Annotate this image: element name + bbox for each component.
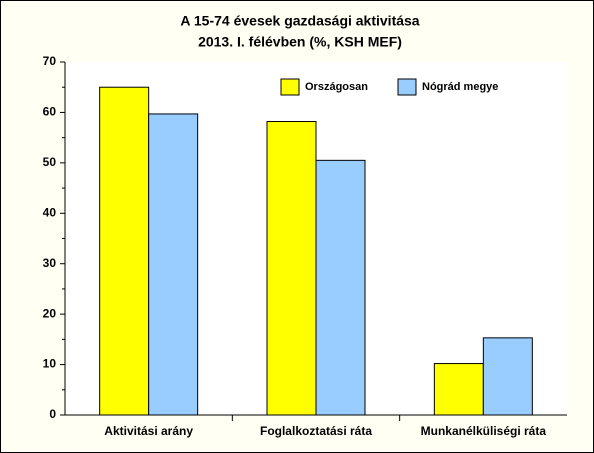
chart-title: A 15-74 évesek gazdasági aktivitása (180, 13, 419, 29)
bar (266, 121, 317, 416)
y-tick-label: 70 (43, 54, 57, 68)
legend-swatch (397, 78, 417, 96)
y-tick-label: 50 (43, 155, 57, 169)
bar (148, 113, 199, 416)
y-tick-label: 10 (43, 357, 57, 371)
legend-label: Országosan (305, 81, 368, 93)
bar (315, 159, 366, 416)
chart-subtitle: 2013. I. félévben (%, KSH MEF) (198, 34, 402, 50)
x-tick-label: Aktivitási arány (104, 424, 193, 438)
y-tick-label: 0 (49, 407, 56, 421)
bar (433, 363, 484, 416)
bar (99, 86, 150, 416)
x-tick-label: Foglalkoztatási ráta (260, 424, 372, 438)
y-tick-label: 60 (43, 105, 57, 119)
legend-label: Nógrád megye (422, 81, 498, 93)
y-tick-label: 40 (43, 205, 57, 219)
x-tick-label: Munkanélküliségi ráta (421, 424, 547, 438)
y-tick-label: 30 (43, 256, 57, 270)
bar (482, 337, 533, 416)
y-tick-label: 20 (43, 306, 57, 320)
legend-swatch (280, 78, 300, 96)
